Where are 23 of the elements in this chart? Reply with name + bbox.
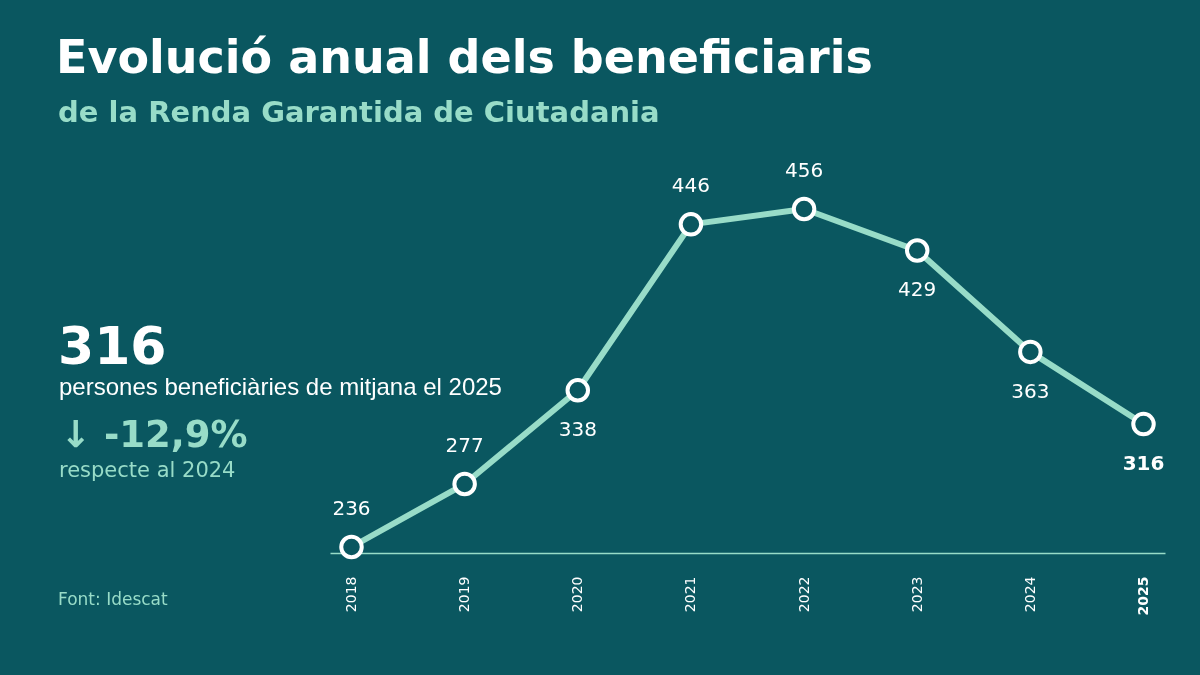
x-tick-label: 2023 xyxy=(908,576,925,613)
data-label: 446 xyxy=(671,173,711,198)
data-label: 429 xyxy=(898,277,937,302)
data-label: 338 xyxy=(558,417,597,442)
text: ↓ -12,9% xyxy=(60,413,248,456)
x-tick-label: 2018 xyxy=(343,576,359,613)
x-tick-label: 2020 xyxy=(569,576,586,613)
data-label: 456 xyxy=(784,158,824,182)
x-tick-label: 2025 xyxy=(1135,576,1151,616)
chart-title: Evolució anual dels beneficiaris xyxy=(56,30,873,84)
data-label: 236 xyxy=(332,496,371,520)
x-tick-label: 2022 xyxy=(795,576,812,613)
x-tick-label: 2021 xyxy=(682,576,699,613)
annotation: persones beneficiàries de mitjana el 2025 xyxy=(59,373,502,401)
x-tick-label: 2024 xyxy=(1021,576,1038,613)
data-label: 277 xyxy=(445,433,484,458)
x-tick-label: 2019 xyxy=(456,576,473,613)
data-label: 316 xyxy=(1122,451,1165,476)
text: respecte al 2024 xyxy=(59,458,236,482)
chart-subtitle: de la Renda Garantida de Ciutadania xyxy=(58,95,660,129)
text: 316 xyxy=(58,316,167,376)
text: Font: Idescat xyxy=(58,589,168,609)
data-label: 363 xyxy=(1011,378,1050,403)
